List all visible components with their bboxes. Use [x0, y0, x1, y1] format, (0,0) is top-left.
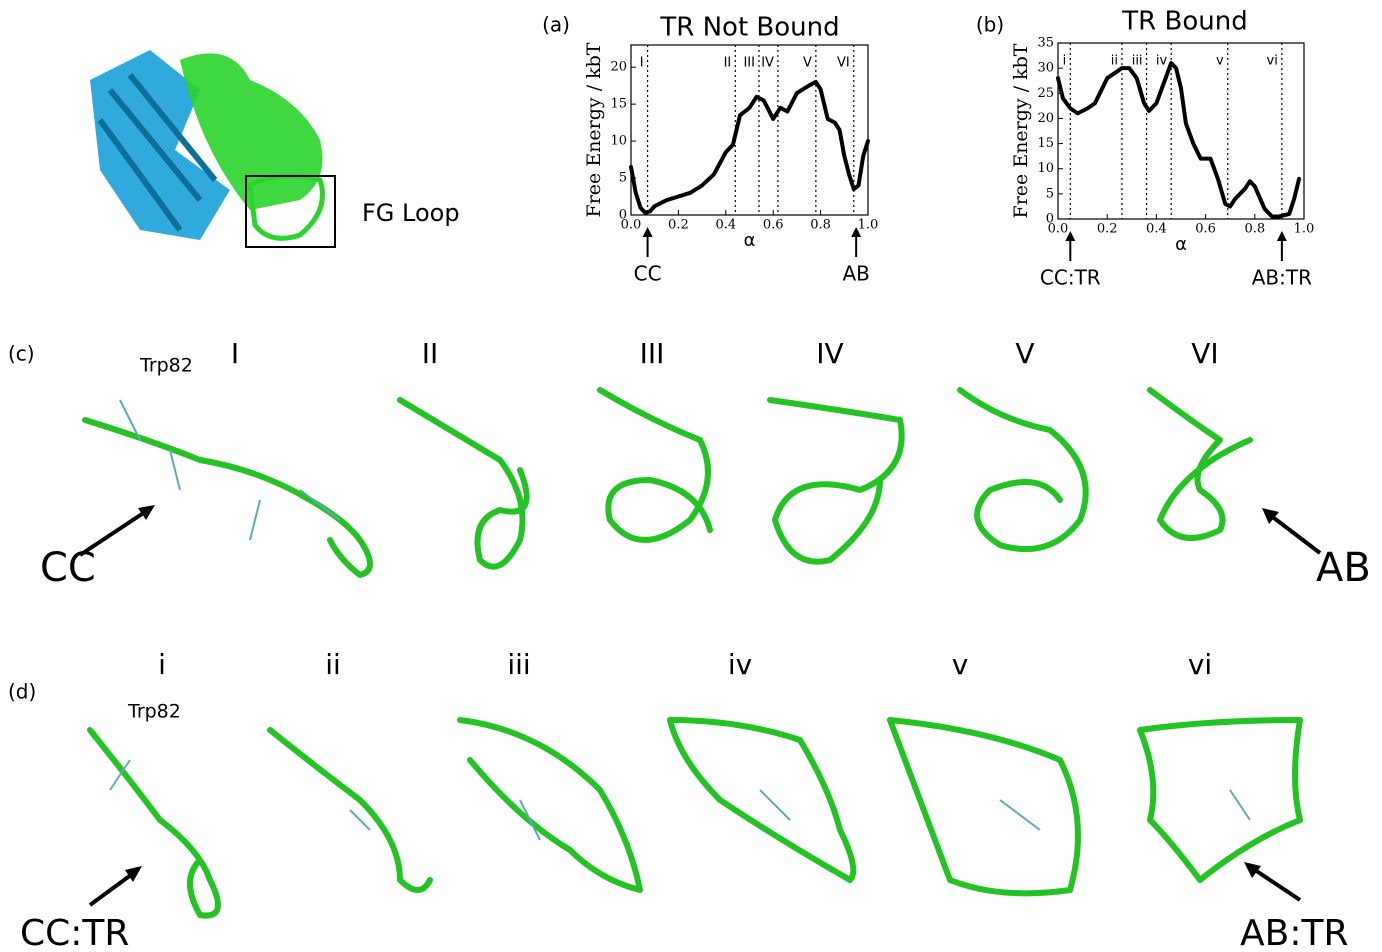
x-axis-label: α [1175, 234, 1187, 255]
y-axis-label: Free Energy / kbT [1010, 43, 1032, 218]
y-tick-label: 0 [1046, 212, 1054, 227]
region-label: II [724, 56, 732, 71]
structure-images [82, 387, 1253, 578]
state-label: CC [634, 262, 662, 286]
structure-label: ii [325, 648, 341, 681]
arrow [78, 505, 155, 557]
x-tick-label: 0.0 [621, 218, 642, 233]
x-tick-label: 0.6 [1195, 222, 1216, 237]
region-label: vi [1267, 54, 1278, 69]
region-label: I [640, 56, 644, 71]
structure-label: V [1015, 337, 1034, 370]
x-tick-label: 0.8 [1244, 222, 1265, 237]
structure-images [87, 717, 1303, 919]
plot-frame [1057, 42, 1305, 220]
y-tick-label: 15 [1037, 136, 1054, 151]
state-label: CC:TR [1040, 266, 1101, 290]
plot-frame [630, 44, 869, 216]
x-axis-label: α [744, 230, 756, 251]
arrow-head [851, 227, 862, 237]
residue-label: Trp82 [139, 355, 193, 377]
y-tick-label: 5 [1046, 186, 1054, 201]
y-tick-label: 30 [1037, 61, 1054, 76]
arrow-head [1065, 231, 1076, 241]
panel-label: (b) [976, 13, 1004, 37]
y-tick-label: 20 [610, 60, 627, 75]
free-energy-curve [1056, 61, 1302, 219]
structure-label: v [952, 648, 969, 681]
state-label: AB:TR [1240, 913, 1348, 952]
region-label: ii [1111, 54, 1118, 69]
structure-label: I [231, 337, 239, 370]
region-label: III [743, 56, 755, 71]
structure-label: III [640, 337, 665, 370]
y-tick-label: 0 [619, 208, 627, 223]
y-tick-label: 5 [619, 171, 627, 186]
y-tick-label: 35 [1037, 36, 1054, 51]
state-label: CC:TR [20, 913, 129, 952]
panel-label: (d) [8, 680, 36, 704]
structure-label: iii [507, 648, 530, 681]
region-label: iv [1156, 54, 1168, 69]
structure-label: vi [1188, 648, 1212, 681]
arrow [1244, 862, 1302, 902]
chart-title: TR Not Bound [659, 13, 839, 43]
arrow [88, 866, 142, 907]
state-label: AB:TR [1252, 266, 1312, 290]
region-label: V [803, 56, 812, 71]
arrow-head [642, 227, 653, 237]
arrow-head [1276, 231, 1287, 241]
chart-title: TR Bound [1121, 7, 1247, 37]
arrow [1262, 508, 1322, 555]
x-tick-label: 0.6 [763, 218, 784, 233]
protein-label: FG Loop [362, 199, 460, 227]
structure-label: II [422, 337, 439, 370]
x-tick-label: 1.0 [858, 218, 879, 233]
panel-label: (a) [542, 13, 570, 37]
free-energy-curve [629, 79, 870, 215]
region-label: VI [837, 56, 850, 71]
y-axis-label: Free Energy / kbT [583, 42, 605, 217]
y-tick-label: 10 [1037, 161, 1054, 176]
x-tick-label: 1.0 [1294, 222, 1315, 237]
state-label: AB [1316, 545, 1371, 591]
y-tick-label: 10 [610, 134, 627, 149]
x-tick-label: 0.4 [1146, 222, 1167, 237]
region-label: IV [761, 56, 774, 71]
structure-label: VI [1191, 337, 1218, 370]
region-label: i [1063, 54, 1067, 69]
residue-label: Trp82 [127, 701, 181, 723]
panel-label: (c) [8, 342, 35, 366]
y-tick-label: 25 [1037, 86, 1054, 101]
x-tick-label: 0.2 [668, 218, 689, 233]
x-tick-label: 0.8 [810, 218, 831, 233]
structure-label: IV [816, 337, 843, 370]
region-label: iii [1132, 54, 1143, 69]
x-tick-label: 0.0 [1048, 222, 1069, 237]
protein-cartoon [90, 50, 336, 248]
structure-label: i [158, 648, 166, 681]
region-label: v [1216, 54, 1224, 69]
x-tick-label: 0.4 [715, 218, 736, 233]
structure-label: iv [728, 648, 752, 681]
y-tick-label: 15 [610, 97, 627, 112]
state-label: AB [842, 262, 869, 286]
y-tick-label: 20 [1037, 111, 1054, 126]
x-tick-label: 0.2 [1097, 222, 1118, 237]
